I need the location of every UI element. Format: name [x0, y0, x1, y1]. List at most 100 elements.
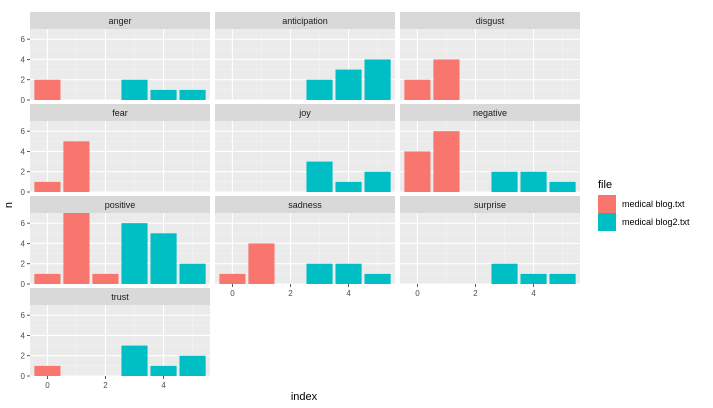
facet-strip: [30, 104, 210, 121]
facet-strip: [400, 196, 580, 213]
x-tick-label: 4: [346, 289, 351, 298]
bar-positive-x0: [34, 273, 61, 284]
x-tick-label: 4: [531, 289, 536, 298]
facet-strip: [215, 196, 395, 213]
bar-anticipation-x3: [306, 79, 333, 100]
bar-trust-x0: [34, 365, 61, 376]
legend-title: file: [598, 179, 612, 191]
y-tick-label: 2: [21, 352, 26, 361]
facet-joy: joy: [215, 104, 395, 193]
x-tick-label: 0: [230, 289, 235, 298]
facet-title: surprise: [474, 200, 506, 210]
bar-anger-x3: [121, 79, 148, 100]
bar-fear-x1: [63, 141, 90, 192]
bar-surprise-x5: [549, 273, 576, 284]
y-tick-label: 4: [21, 239, 26, 248]
y-tick-label: 6: [21, 127, 26, 136]
y-tick-label: 0: [21, 188, 26, 197]
y-tick-label: 6: [21, 219, 26, 228]
bar-positive-x3: [121, 223, 148, 284]
facet-strip: [30, 12, 210, 29]
facet-anticipation: anticipation: [215, 12, 395, 101]
legend-label-medical-blog2: medical blog2.txt: [622, 217, 690, 227]
facet-surprise: surprise 0 2 4: [400, 196, 580, 298]
panel-background: [30, 121, 210, 192]
bar-positive-x2: [92, 273, 119, 284]
bar-sadness-x3: [306, 263, 333, 284]
facet-strip: [215, 12, 395, 29]
y-tick-label: 2: [21, 168, 26, 177]
bar-positive-x4: [150, 233, 177, 284]
facet-strip: [215, 104, 395, 121]
bar-anger-x0: [34, 79, 61, 100]
bar-sadness-x4: [335, 263, 362, 284]
y-tick-label: 6: [21, 311, 26, 320]
bar-sadness-x1: [248, 243, 275, 284]
legend-key-medical-blog2: [598, 213, 616, 231]
legend-label-medical-blog: medical blog.txt: [622, 199, 685, 209]
facet-strip: [30, 196, 210, 213]
x-tick-label: 0: [415, 289, 420, 298]
y-tick-label: 4: [21, 331, 26, 340]
y-tick-label: 4: [21, 147, 26, 156]
bar-positive-x1: [63, 213, 90, 284]
facet-strip: [400, 12, 580, 29]
facet-title: fear: [112, 108, 128, 118]
y-tick-label: 6: [21, 35, 26, 44]
facet-negative: negative: [400, 104, 580, 193]
facet-strip: [400, 104, 580, 121]
bar-anticipation-x5: [364, 59, 391, 100]
legend-key-medical-blog: [598, 195, 616, 213]
facet-positive: positive 0 2 4 6: [21, 196, 210, 289]
x-tick-label: 2: [288, 289, 293, 298]
x-tick-label: 0: [45, 381, 50, 390]
bar-sadness-x5: [364, 273, 391, 284]
facet-title: anticipation: [282, 16, 328, 26]
x-tick-label: 2: [103, 381, 108, 390]
bar-anger-x5: [179, 89, 206, 100]
y-tick-label: 0: [21, 372, 26, 381]
bar-surprise-x4: [520, 273, 547, 284]
bar-anger-x4: [150, 89, 177, 100]
bar-joy-x5: [364, 171, 391, 192]
x-tick-label: 2: [473, 289, 478, 298]
facet-anger: anger 0 2 4 6: [21, 12, 210, 105]
bar-disgust-x0: [404, 79, 431, 100]
bar-negative-x3: [491, 171, 518, 192]
facet-sadness: sadness 0 2 4: [215, 196, 395, 298]
y-tick-label: 2: [21, 76, 26, 85]
bar-joy-x3: [306, 161, 333, 192]
panel-background: [215, 213, 395, 284]
x-axis-title: index: [291, 391, 318, 403]
bar-fear-x0: [34, 181, 61, 192]
facet-title: joy: [298, 108, 311, 118]
facet-fear: fear 0 2 4 6: [21, 104, 210, 197]
facet-title: negative: [473, 108, 507, 118]
x-tick-label: 4: [161, 381, 166, 390]
facet-disgust: disgust: [400, 12, 580, 101]
facet-title: anger: [108, 16, 131, 26]
bar-negative-x0: [404, 151, 431, 192]
facet-strip: [30, 288, 210, 305]
bar-negative-x4: [520, 171, 547, 192]
y-tick-label: 2: [21, 260, 26, 269]
facet-title: sadness: [288, 200, 322, 210]
bar-trust-x5: [179, 355, 206, 376]
facet-title: trust: [111, 292, 129, 302]
bar-joy-x4: [335, 181, 362, 192]
y-tick-label: 0: [21, 96, 26, 105]
bar-negative-x1: [433, 131, 460, 192]
bar-trust-x3: [121, 345, 148, 376]
bar-sadness-x0: [219, 273, 246, 284]
bar-anticipation-x4: [335, 69, 362, 100]
bar-trust-x4: [150, 365, 177, 376]
facet-title: positive: [105, 200, 136, 210]
y-axis-title: n: [3, 202, 15, 208]
bar-positive-x5: [179, 263, 206, 284]
facet-title: disgust: [476, 16, 505, 26]
bar-disgust-x1: [433, 59, 460, 100]
bar-negative-x5: [549, 181, 576, 192]
y-tick-label: 4: [21, 55, 26, 64]
y-tick-label: 0: [21, 280, 26, 289]
